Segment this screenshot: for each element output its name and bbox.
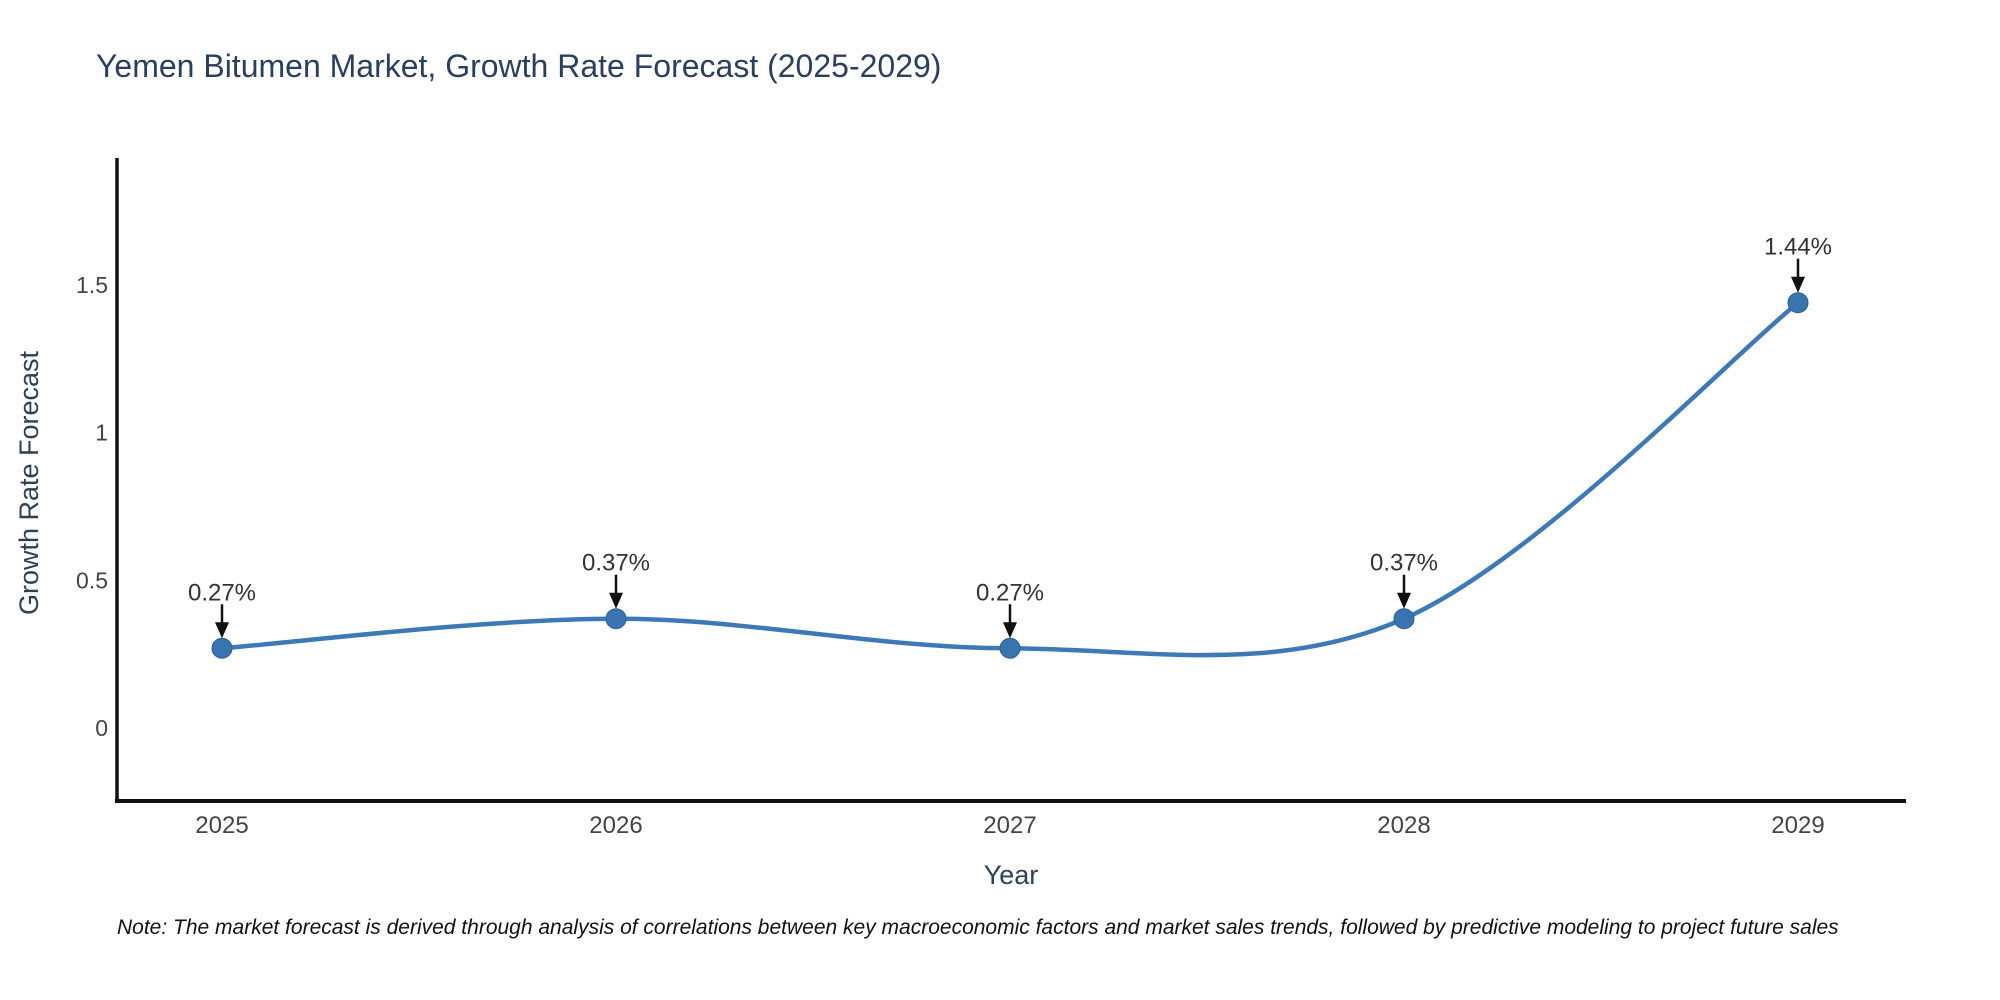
annotation-arrowhead-icon [1397,592,1411,609]
annotation-arrowhead-icon [215,622,229,639]
footnote: Note: The market forecast is derived thr… [117,916,1839,939]
y-tick-label: 0.5 [76,567,108,593]
y-axis-title: Growth Rate Forecast [14,350,44,615]
data-point-marker [211,637,233,659]
forecast-spline-line [219,300,1801,658]
data-point-marker [999,637,1021,659]
x-tick-label: 2026 [589,812,642,839]
y-tick-label: 1 [95,420,108,446]
data-point-marker [605,608,627,630]
annotation-arrowhead-icon [1003,622,1017,639]
x-axis-title: Year [984,860,1039,890]
chart-title: Yemen Bitumen Market, Growth Rate Foreca… [96,48,942,84]
x-tick-label: 2028 [1377,812,1430,839]
data-point-label: 0.37% [582,550,650,577]
x-tick-label: 2029 [1771,812,1824,839]
data-point-label: 0.37% [1370,550,1438,577]
data-point-label: 0.27% [976,579,1044,606]
annotation-arrowhead-icon [609,592,623,609]
y-tick-label: 0 [95,715,108,741]
x-tick-label: 2027 [983,812,1036,839]
y-tick-label: 1.5 [76,272,108,298]
data-point-marker [1393,608,1415,630]
data-point-label: 0.27% [188,579,256,606]
x-tick-label: 2025 [195,812,248,839]
data-point-marker [1787,292,1809,314]
annotation-arrowhead-icon [1791,276,1805,293]
data-point-label: 1.44% [1764,234,1832,261]
